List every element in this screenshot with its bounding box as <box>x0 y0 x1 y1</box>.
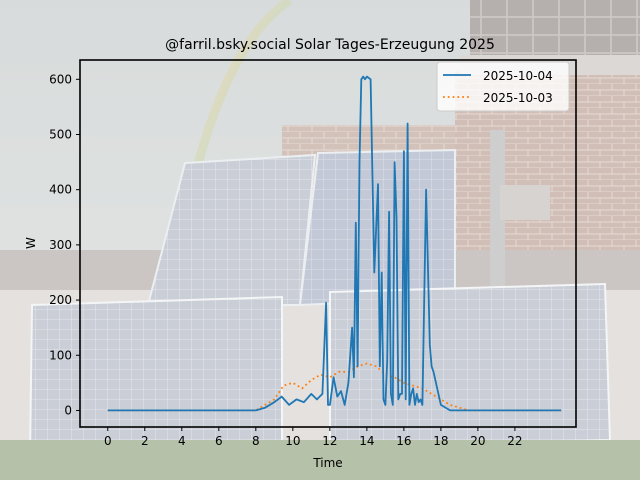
x-tick-label: 18 <box>433 434 448 448</box>
x-tick-label: 6 <box>215 434 223 448</box>
x-tick-label: 8 <box>252 434 260 448</box>
series-line-2 <box>107 362 562 412</box>
y-tick-label: 300 <box>49 238 72 252</box>
plot-area <box>107 75 562 412</box>
y-tick-label: 500 <box>49 128 72 142</box>
x-tick-label: 12 <box>322 434 337 448</box>
legend: 2025-10-04 2025-10-03 <box>436 61 570 112</box>
x-axis: 0 2 4 6 8 10 12 14 16 18 20 22 <box>104 427 523 448</box>
x-tick-label: 14 <box>359 434 374 448</box>
x-axis-label: Time <box>312 456 342 470</box>
x-tick-label: 10 <box>285 434 300 448</box>
x-tick-label: 20 <box>470 434 485 448</box>
y-tick-label: 0 <box>64 403 72 417</box>
x-tick-label: 22 <box>507 434 522 448</box>
y-tick-label: 200 <box>49 293 72 307</box>
y-axis: 0 100 200 300 400 500 600 <box>49 72 80 417</box>
axes-frame <box>79 59 577 428</box>
y-tick-label: 100 <box>49 348 72 362</box>
y-tick-label: 600 <box>49 72 72 86</box>
series-line-1 <box>107 75 562 412</box>
x-tick-label: 4 <box>178 434 186 448</box>
x-tick-label: 16 <box>396 434 411 448</box>
legend-label-series-1: 2025-10-04 <box>483 69 553 83</box>
y-tick-label: 400 <box>49 183 72 197</box>
x-tick-label: 0 <box>104 434 112 448</box>
x-tick-label: 2 <box>141 434 149 448</box>
legend-label-series-2: 2025-10-03 <box>483 91 553 105</box>
chart-title: @farril.bsky.social Solar Tages-Erzeugun… <box>165 37 495 53</box>
y-axis-label: W <box>24 237 38 249</box>
